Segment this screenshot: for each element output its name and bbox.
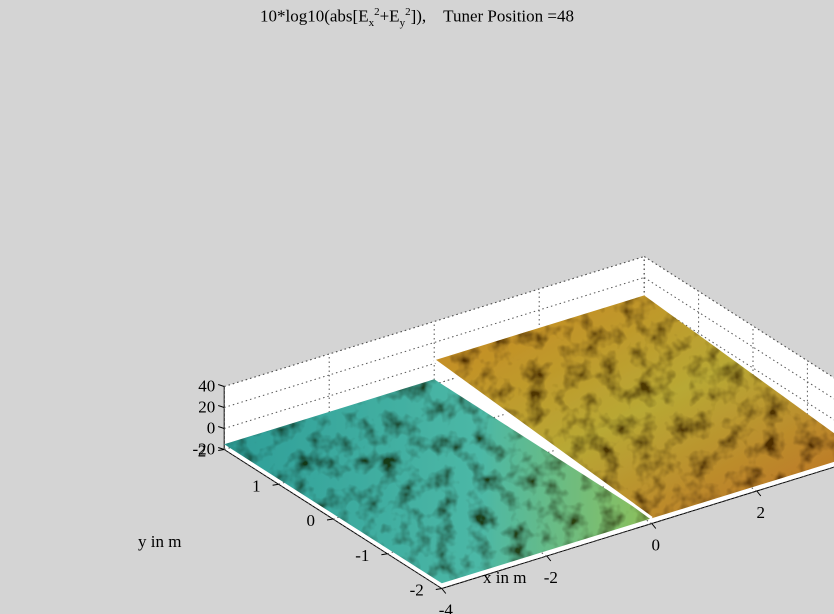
y-tick-label: -1 [355, 546, 369, 565]
z-tick-mark [218, 405, 225, 408]
surface-region-1 [224, 379, 652, 584]
z-tick-label: 0 [207, 419, 216, 438]
z-tick-label: 20 [198, 398, 215, 417]
grid-line-z [224, 298, 645, 429]
x-tick-mark [756, 490, 762, 497]
grid-line-z [224, 277, 645, 408]
z-tick-mark [218, 447, 225, 450]
grid-line-y [441, 466, 834, 589]
side-wall [644, 256, 834, 441]
x-axis-label: x in m [483, 568, 526, 587]
title-sub-y: y [399, 17, 406, 30]
grid-line-z [224, 256, 645, 387]
z-tick-mark [218, 426, 225, 429]
y-tick-label: -2 [410, 581, 424, 600]
title-prefix: 10*log10(abs[E [260, 6, 369, 26]
x-tick-label: -4 [439, 601, 454, 614]
y-tick-label: 0 [307, 511, 316, 530]
surface-mesh [224, 295, 834, 584]
title-sub-x: x [368, 17, 375, 30]
z-tick-label: 40 [198, 377, 215, 396]
x-tick-mark [441, 588, 447, 594]
x-tick-label: 0 [652, 536, 661, 555]
y-tick-mark [381, 553, 388, 556]
plot-title: 10*log10(abs[Ex2+Ey2]), Tuner Position =… [0, 6, 834, 29]
y-tick-mark [435, 588, 442, 590]
z-tick-mark [218, 384, 225, 387]
surface-region-2 [434, 295, 834, 519]
y-tick-mark [326, 518, 334, 521]
z-tick-label: -20 [193, 440, 216, 459]
title-sup-1: 2 [374, 6, 380, 18]
x-tick-mark [546, 555, 552, 562]
y-tick-label: 2 [198, 442, 207, 461]
y-tick-mark [272, 483, 279, 486]
title-tuner: Tuner Position =48 [443, 6, 574, 26]
dividing-line [433, 359, 653, 520]
y-axis-label: y in m [138, 532, 181, 551]
title-plus: +E [379, 6, 400, 26]
title-suffix: ]), [410, 6, 427, 26]
x-tick-label: 2 [757, 503, 766, 522]
x-tick-mark [651, 523, 657, 529]
y-tick-label: 1 [252, 476, 261, 495]
title-sup-2: 2 [405, 6, 411, 18]
x-tick-label: -2 [544, 568, 558, 587]
